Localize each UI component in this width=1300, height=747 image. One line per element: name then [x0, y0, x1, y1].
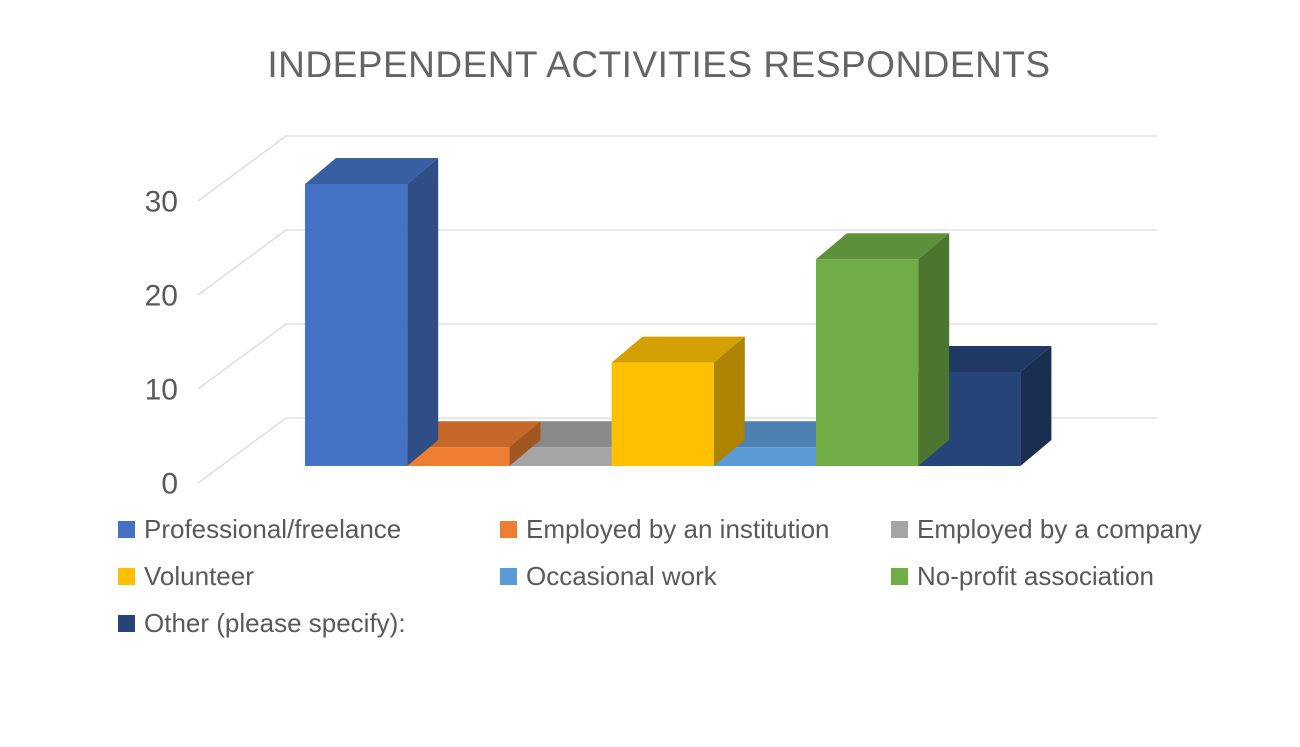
- legend: Professional/freelance Employed by an in…: [118, 513, 1202, 638]
- legend-swatch-icon: [118, 520, 135, 538]
- legend-swatch-icon: [500, 567, 517, 585]
- legend-item-volunteer: Volunteer: [118, 560, 500, 591]
- y-axis-tick-20: 20: [145, 280, 178, 313]
- legend-item-noprofit-association: No-profit association: [891, 560, 1202, 591]
- bar-2-top-face: [509, 421, 643, 448]
- bar-3-top-face: [611, 336, 745, 363]
- bar-0: [305, 158, 439, 466]
- bar-3-side-face: [713, 336, 745, 466]
- bar-5-side-face: [918, 233, 950, 466]
- y-axis-tick-10: 10: [145, 374, 178, 407]
- bar-6-side-face: [1020, 346, 1052, 466]
- legend-label: Volunteer: [144, 560, 254, 591]
- legend-swatch-icon: [118, 567, 135, 585]
- bar-3-front-face: [611, 362, 714, 466]
- gridline-30: [197, 135, 1157, 202]
- bar-0-front-face: [305, 184, 408, 466]
- legend-item-employed-company: Employed by a company: [891, 513, 1202, 544]
- legend-swatch-icon: [118, 614, 135, 632]
- bar-3: [611, 336, 745, 466]
- bar-1-front-face: [407, 447, 510, 466]
- bar-5-top-face: [816, 233, 950, 260]
- bar-6-top-face: [918, 346, 1052, 372]
- bar-2-front-face: [509, 447, 612, 466]
- chart-title: INDEPENDENT ACTIVITIES RESPONDENTS: [267, 44, 1051, 85]
- legend-item-other-specify: Other (please specify):: [118, 607, 500, 638]
- legend-item-occasional-work: Occasional work: [500, 560, 891, 591]
- y-axis-tick-0: 0: [161, 468, 178, 501]
- bar-1: [407, 421, 541, 466]
- legend-label: No-profit association: [917, 560, 1154, 591]
- legend-item-employed-institution: Employed by an institution: [500, 513, 891, 544]
- gridline-20: [197, 229, 1157, 296]
- bar-1-side-face: [509, 421, 541, 466]
- legend-label: Professional/freelance: [144, 513, 402, 544]
- bar-5: [816, 233, 950, 466]
- bar-0-top-face: [305, 158, 439, 184]
- bar-0-side-face: [407, 158, 439, 466]
- legend-label: Employed by an institution: [526, 513, 830, 544]
- legend-swatch-icon: [500, 520, 517, 538]
- legend-swatch-icon: [891, 520, 908, 538]
- bar-5-front-face: [816, 259, 919, 466]
- legend-swatch-icon: [891, 567, 908, 585]
- y-axis-tick-30: 30: [145, 186, 178, 219]
- bar-4-front-face: [713, 447, 816, 466]
- bar-4-top-face: [713, 421, 847, 448]
- legend-label: Other (please specify):: [144, 607, 406, 638]
- bar-1-top-face: [407, 421, 541, 448]
- legend-item-professional-freelance: Professional/freelance: [118, 513, 500, 544]
- legend-label: Employed by a company: [917, 513, 1202, 544]
- legend-label: Occasional work: [526, 560, 717, 591]
